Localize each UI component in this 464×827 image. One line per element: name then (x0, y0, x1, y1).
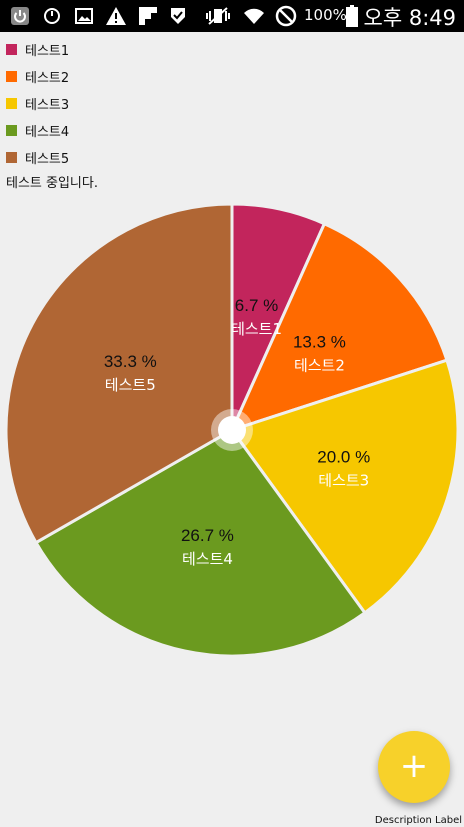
vibrate-icon (206, 4, 230, 28)
status-bar: 100% 오후 8:49 (0, 0, 464, 32)
warning-icon (104, 4, 128, 28)
legend-swatch (6, 71, 17, 82)
pie-chart[interactable]: 6.7 % 테스트1 13.3 % 테스트2 20.0 % 테스트3 26.7 % 테스트4 3… (0, 190, 464, 670)
slice-name-label: 테스트5 (105, 376, 156, 394)
battery-icon (340, 4, 364, 28)
legend-label: 테스트3 (25, 94, 69, 113)
wifi-icon (242, 4, 266, 28)
slice-percent-label: 20.0 % (317, 447, 370, 466)
slice-percent-label: 33.3 % (104, 352, 157, 371)
legend-item: 테스트2 (6, 63, 69, 90)
flipboard-icon (136, 4, 160, 28)
slice-percent-label: 13.3 % (293, 332, 346, 351)
description-label: Description Label (375, 815, 462, 826)
slice-name-label: 테스트4 (182, 550, 233, 568)
slice-percent-label: 26.7 % (181, 526, 234, 545)
legend-item: 테스트5 (6, 144, 69, 171)
slice-name-label: 테스트3 (318, 471, 369, 489)
slice-name-label: 테스트1 (231, 320, 282, 338)
clock-time: 8:49 (409, 6, 456, 30)
chart-description: 테스트 중입니다. (6, 172, 98, 191)
slice-percent-label: 6.7 % (235, 296, 278, 315)
legend-item: 테스트3 (6, 90, 69, 117)
add-fab-button[interactable]: + (378, 731, 450, 803)
pie-hole (218, 416, 246, 444)
legend-label: 테스트2 (25, 67, 69, 86)
legend-swatch (6, 152, 17, 163)
status-clock: 오후 8:49 (364, 2, 457, 32)
block-icon (274, 4, 298, 28)
legend-swatch (6, 44, 17, 55)
legend-label: 테스트5 (25, 148, 69, 167)
shield-check-icon (166, 4, 190, 28)
plus-icon: + (400, 749, 429, 783)
sync-icon (40, 4, 64, 28)
clock-ampm: 오후 (364, 6, 403, 30)
legend-label: 테스트1 (25, 40, 69, 59)
legend-label: 테스트4 (25, 121, 69, 140)
legend-item: 테스트1 (6, 36, 69, 63)
slice-name-label: 테스트2 (294, 356, 345, 374)
legend-item: 테스트4 (6, 117, 69, 144)
power-icon (8, 4, 32, 28)
chart-legend: 테스트1 테스트2 테스트3 테스트4 테스트5 (6, 36, 69, 171)
legend-swatch (6, 125, 17, 136)
image-icon (72, 4, 96, 28)
legend-swatch (6, 98, 17, 109)
